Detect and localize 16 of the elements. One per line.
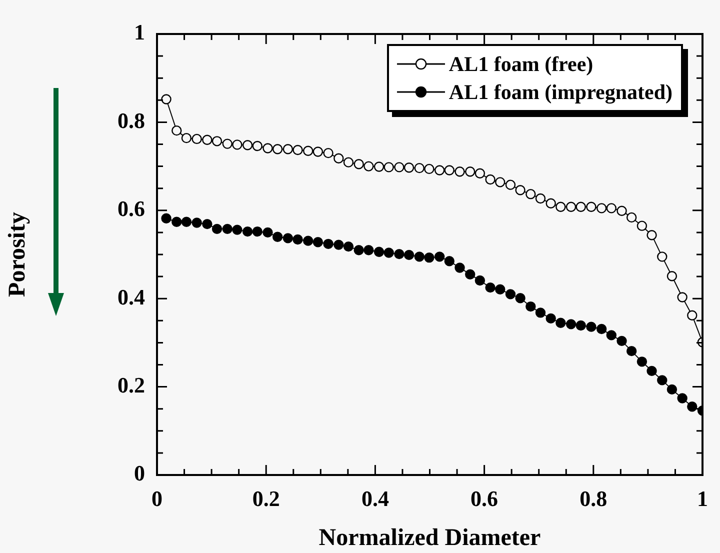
x-axis-title: Normalized Diameter: [318, 524, 542, 551]
y-tick-label: 0.2: [118, 372, 145, 398]
x-tick-label: 0.4: [361, 486, 389, 511]
y-tick-label: 1: [134, 20, 145, 45]
y-tick-label: 0.4: [118, 284, 145, 310]
legend-label: AL1 foam (free): [448, 51, 594, 78]
x-tick-label: 0.2: [252, 486, 280, 511]
y-tick-label: 0.8: [118, 108, 145, 133]
x-tick-label: 0.8: [580, 486, 608, 511]
x-tick-label: 0: [152, 486, 162, 511]
y-tick-label: 0.6: [118, 196, 145, 222]
legend-label: AL1 foam (impregnated): [448, 79, 672, 106]
y-tick-label: 0: [134, 460, 145, 486]
x-tick-label: 0.6: [470, 486, 498, 511]
y-axis-title: Porosity: [4, 212, 31, 297]
x-tick-label: 1: [697, 486, 708, 511]
